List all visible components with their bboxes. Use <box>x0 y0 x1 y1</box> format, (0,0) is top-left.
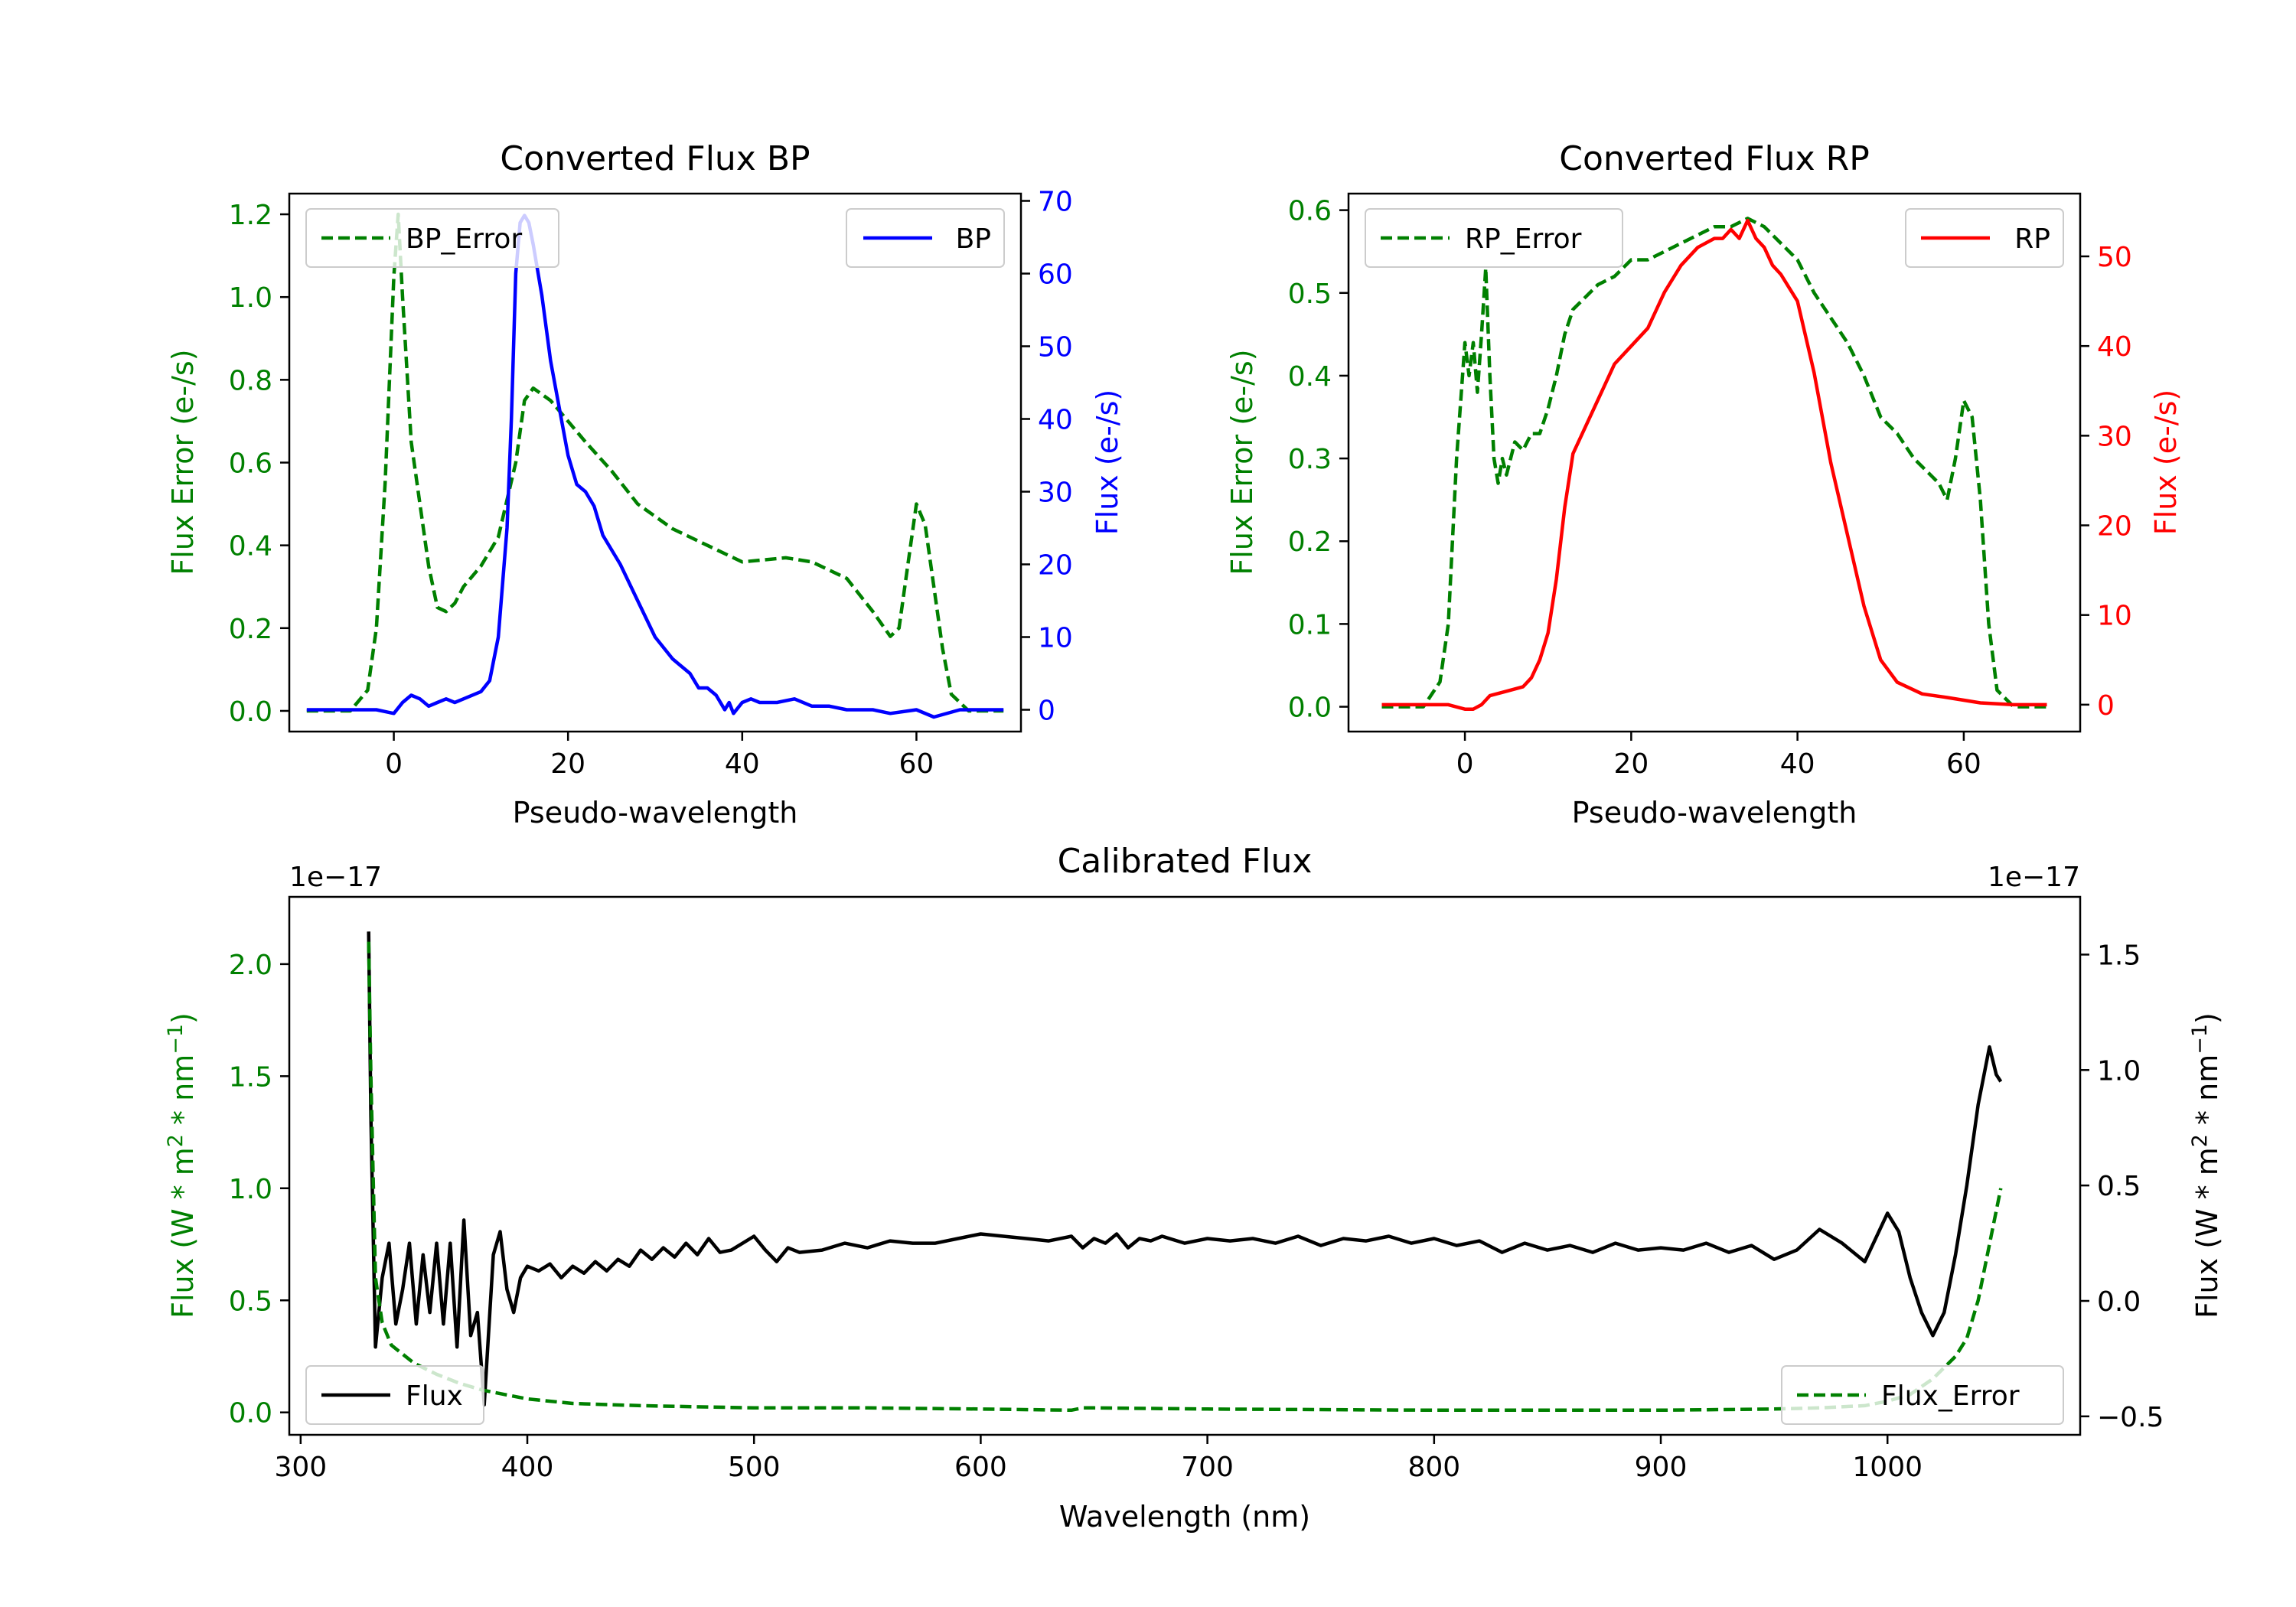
calibrated-left-tick-label: 1.5 <box>229 1061 272 1093</box>
bp-left-tick-label: 1.0 <box>229 282 272 314</box>
bp-right-tick-label: 40 <box>1038 405 1073 436</box>
rp-error-legend-label: RP_Error <box>1465 223 1582 255</box>
panel-rp: Converted Flux RP 0 20 40 60 0.0 0.1 0.2 0.3 0.4… <box>1225 139 2183 830</box>
calibrated-x-axis-label: Wavelength (nm) <box>1059 1500 1310 1534</box>
rp-right-tick-label: 50 <box>2097 242 2132 273</box>
rp-legend-label: RP <box>2014 223 2050 255</box>
rp-right-tick-label: 30 <box>2097 421 2132 452</box>
rp-title: Converted Flux RP <box>1559 139 1870 178</box>
bp-error-legend: BP_Error <box>305 208 559 268</box>
bp-left-axis-label: Flux Error (e-/s) <box>166 349 200 575</box>
bp-right-tick-label: 60 <box>1038 259 1073 291</box>
bp-legend-label: BP <box>956 223 991 255</box>
bp-error-legend-label: BP_Error <box>406 223 522 255</box>
rp-right-axis-label: Flux (e-/s) <box>2149 390 2183 535</box>
rp-right-tick-label: 10 <box>2097 601 2132 632</box>
rp-x-axis-label: Pseudo-wavelength <box>1572 796 1857 830</box>
rp-left-tick-label: 0.0 <box>1288 693 1332 724</box>
panel-bp: Converted Flux BP 0 20 40 60 0.0 0.2 0.4 0.6 0.8… <box>166 139 1124 830</box>
calibrated-right-tick-label: 1.0 <box>2097 1055 2141 1087</box>
bp-x-tick-label: 60 <box>899 748 934 780</box>
flux-legend: Flux <box>305 1365 484 1425</box>
bp-error-series-line <box>306 212 1004 713</box>
bp-x-tick-label: 40 <box>725 748 760 780</box>
bp-right-tick-label: 50 <box>1038 332 1073 363</box>
bp-x-tick-label: 0 <box>385 748 403 780</box>
calibrated-plot-frame <box>288 895 2082 1436</box>
rp-left-axis-label: Flux Error (e-/s) <box>1225 349 1259 575</box>
bp-ticks: 0 20 40 60 0.0 0.2 0.4 0.6 0.8 1.0 1.2 0 10 20 30 40 50 6… <box>229 187 1073 781</box>
calibrated-right-tick-label: 0.5 <box>2097 1171 2141 1202</box>
bp-right-tick-label: 20 <box>1038 550 1073 582</box>
bp-left-tick-label: 0.6 <box>229 448 272 480</box>
bp-left-tick-label: 1.2 <box>229 200 272 231</box>
rp-legend: RP <box>1905 208 2064 268</box>
calibrated-x-tick-label: 300 <box>274 1452 327 1483</box>
rp-left-tick-label: 0.3 <box>1288 444 1332 475</box>
flux-error-legend: Flux_Error <box>1781 1365 2064 1425</box>
calibrated-right-axis-label: Flux (W * m2 * nm−1) <box>2188 1012 2224 1319</box>
rp-left-tick-label: 0.4 <box>1288 361 1332 393</box>
calibrated-x-tick-label: 700 <box>1181 1452 1234 1483</box>
panel-calibrated: Calibrated Flux 1e−17 1e−17 300 400 500 600… <box>164 842 2224 1534</box>
bp-left-tick-label: 0.4 <box>229 531 272 562</box>
rp-left-tick-label: 0.2 <box>1288 526 1332 558</box>
calibrated-left-tick-label: 1.0 <box>229 1174 272 1205</box>
calibrated-left-axis-label: Flux (W * m2 * nm−1) <box>164 1012 200 1319</box>
rp-plot-frame <box>1347 192 2082 733</box>
calibrated-title: Calibrated Flux <box>1058 842 1313 881</box>
rp-right-tick-label: 40 <box>2097 331 2132 363</box>
bp-series-line <box>306 214 1004 719</box>
calibrated-left-tick-label: 2.0 <box>229 950 272 981</box>
rp-x-tick-label: 60 <box>1946 748 1981 780</box>
bp-title: Converted Flux BP <box>500 139 810 178</box>
calibrated-left-tick-label: 0.5 <box>229 1286 272 1317</box>
calibrated-right-tick-label: −0.5 <box>2097 1402 2164 1433</box>
bp-left-tick-label: 0.2 <box>229 614 272 645</box>
calibrated-right-offset-label: 1e−17 <box>1988 862 2080 893</box>
calibrated-left-tick-label: 0.0 <box>229 1398 272 1429</box>
bp-right-tick-label: 30 <box>1038 478 1073 509</box>
bp-right-tick-label: 70 <box>1038 187 1073 218</box>
bp-left-tick-label: 0.8 <box>229 365 272 396</box>
flux-series-line <box>367 931 2003 1407</box>
rp-left-tick-label: 0.6 <box>1288 196 1332 227</box>
bp-x-axis-label: Pseudo-wavelength <box>513 796 798 830</box>
calibrated-x-tick-label: 1000 <box>1852 1452 1923 1483</box>
rp-ticks: 0 20 40 60 0.0 0.1 0.2 0.3 0.4 0.5 0.6 0 10 20 30 40 50 <box>1288 196 2132 780</box>
rp-x-tick-label: 0 <box>1456 748 1474 780</box>
calibrated-x-tick-label: 400 <box>501 1452 554 1483</box>
bp-series <box>306 212 1004 719</box>
flux-legend-label: Flux <box>406 1380 463 1412</box>
bp-right-tick-label: 10 <box>1038 623 1073 654</box>
rp-left-tick-label: 0.1 <box>1288 609 1332 641</box>
calibrated-ticks: 300 400 500 600 700 800 900 1000 0.0 0.5 1.0 1.5 2.0… <box>229 940 2164 1483</box>
bp-left-tick-label: 0.0 <box>229 696 272 728</box>
calibrated-x-tick-label: 500 <box>728 1452 781 1483</box>
rp-series-line <box>1381 218 2047 711</box>
flux-error-legend-label: Flux_Error <box>1881 1380 2020 1412</box>
bp-legend: BP <box>846 208 1005 268</box>
bp-right-tick-label: 0 <box>1038 696 1055 727</box>
rp-x-tick-label: 40 <box>1780 748 1815 780</box>
rp-error-legend: RP_Error <box>1365 208 1623 268</box>
calibrated-x-tick-label: 600 <box>954 1452 1007 1483</box>
calibrated-x-tick-label: 800 <box>1407 1452 1460 1483</box>
rp-left-tick-label: 0.5 <box>1288 279 1332 310</box>
bp-right-axis-label: Flux (e-/s) <box>1091 390 1124 535</box>
rp-error-series-line <box>1381 217 2047 709</box>
calibrated-right-tick-label: 1.5 <box>2097 940 2141 971</box>
rp-x-tick-label: 20 <box>1613 748 1649 780</box>
calibrated-x-tick-label: 900 <box>1635 1452 1688 1483</box>
calibrated-left-offset-label: 1e−17 <box>289 862 382 893</box>
calibrated-right-tick-label: 0.0 <box>2097 1286 2141 1318</box>
rp-series <box>1381 217 2047 711</box>
bp-plot-frame <box>288 192 1022 733</box>
rp-right-tick-label: 20 <box>2097 511 2132 543</box>
bp-x-tick-label: 20 <box>550 748 585 780</box>
rp-right-tick-label: 0 <box>2097 690 2115 722</box>
